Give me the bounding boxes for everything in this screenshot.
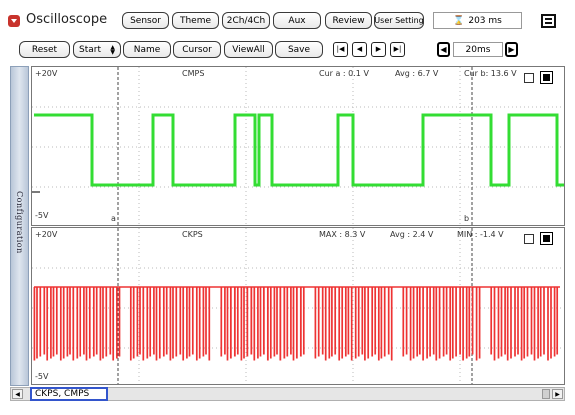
horizontal-scrollbar[interactable]: ◀ CKPS, CMPS ▶ [10,387,565,401]
user-setting-button[interactable]: User Setting [374,12,424,29]
channel2-checkbox[interactable] [524,234,534,244]
channel1-plot[interactable]: +20V -5V CMPS Cur a : 0.1 V Avg : 6.7 V … [31,66,565,226]
channel2-bottom-label: -5V [35,372,49,381]
channel1-top-label: +20V [35,69,58,78]
scroll-right-icon[interactable]: ▶ [552,389,563,399]
channel1-avg-readout: Avg : 6.7 V [395,69,439,78]
viewall-button[interactable]: ViewAll [224,41,273,58]
channel2-waveform-svg [32,228,564,384]
theme-button[interactable]: Theme [172,12,219,29]
updown-icon: ▲ ▼ [110,43,115,56]
channel1-trace [34,113,564,187]
aux-button[interactable]: Aux [273,12,321,29]
channel1-cursor-a-label: a [111,214,116,223]
app-title: Oscilloscope [26,12,108,27]
cursor-button[interactable]: Cursor [173,41,221,58]
channel2-plot[interactable]: +20V -5V CKPS MAX : 8.3 V Avg : 2.4 V MI… [31,227,565,385]
channel2-stop-icon[interactable] [540,232,553,245]
channel1-bottom-label: -5V [35,211,49,220]
timebase-decrease-icon[interactable]: ◀ [437,42,450,57]
channel2-trace [33,286,560,361]
channel-mode-button[interactable]: 2Ch/4Ch [222,12,270,29]
skip-first-icon[interactable]: |◀ [333,42,348,57]
reset-button[interactable]: Reset [19,41,70,58]
time-readout-box: ⌛ 203 ms [433,12,522,29]
next-icon[interactable]: ▶ [371,42,386,57]
scroll-left-icon[interactable]: ◀ [12,389,23,399]
channel1-checkbox[interactable] [524,73,534,83]
menu-icon-bar [545,22,552,24]
time-readout: 203 ms [468,15,502,26]
channel2-min-readout: MIN : -1.4 V [457,230,504,239]
prev-icon[interactable]: ◀ [352,42,367,57]
channel2-max-readout: MAX : 8.3 V [319,230,366,239]
app-icon [8,15,20,27]
save-button[interactable]: Save [275,41,323,58]
skip-last-icon[interactable]: ▶| [390,42,405,57]
channel2-avg-readout: Avg : 2.4 V [390,230,434,239]
channel2-name: CKPS [182,230,203,239]
channel2-top-label: +20V [35,230,58,239]
channel2-grid [32,228,564,384]
channel1-name: CMPS [182,69,205,78]
name-button[interactable]: Name [123,41,171,58]
timebase-field[interactable]: 20ms [453,42,503,57]
configuration-sidebar[interactable]: Configuration [10,66,29,386]
configuration-label: Configuration [15,191,24,254]
channel1-cursor-a-readout: Cur a : 0.1 V [319,69,369,78]
channel1-waveform-svg [32,67,564,225]
start-button[interactable]: Start ▲ ▼ [73,41,121,58]
menu-icon-bar [545,18,552,20]
channel-list-field[interactable]: CKPS, CMPS [30,387,108,401]
timebase-increase-icon[interactable]: ▶ [505,42,518,57]
scroll-thumb[interactable] [542,389,550,399]
channel1-cursor-b-label: b [464,214,470,223]
channel1-grid [32,67,564,225]
channel2-trace-path [33,286,560,361]
sensor-button[interactable]: Sensor [122,12,169,29]
review-button[interactable]: Review [325,12,372,29]
hourglass-icon: ⌛ [453,15,465,26]
channel1-stop-icon[interactable] [540,71,553,84]
start-label: Start [79,44,101,55]
app-icon-arrow [11,19,17,23]
menu-icon[interactable] [541,14,556,28]
channel1-cursor-b-readout: Cur b: 13.6 V [464,69,517,78]
